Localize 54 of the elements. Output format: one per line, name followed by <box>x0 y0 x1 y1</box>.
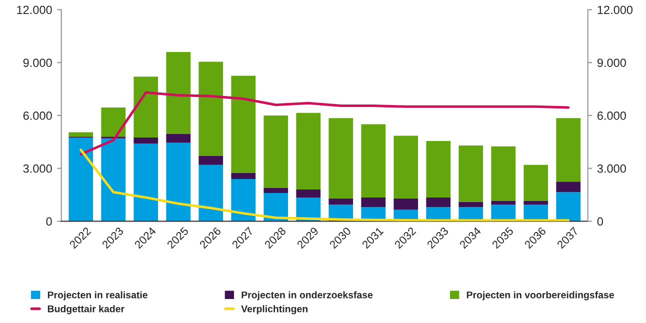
bar <box>491 200 516 205</box>
bar <box>101 138 126 222</box>
bar <box>68 138 94 222</box>
y-tick-label: 3.000 <box>23 164 52 173</box>
y-tick-label: 0 <box>46 217 52 226</box>
legend-label: Projecten in realisatie <box>48 291 148 300</box>
bar <box>556 118 581 182</box>
bar <box>231 172 256 179</box>
bar <box>134 138 158 144</box>
bar <box>134 144 158 222</box>
bar <box>491 146 516 201</box>
y2-tick-label: 9.000 <box>597 58 626 67</box>
bar <box>296 112 321 190</box>
line-series <box>80 148 570 222</box>
bar <box>394 198 418 210</box>
bar <box>458 202 484 208</box>
legend-label: Projecten in onderzoeksfase <box>242 291 373 300</box>
legend-label: Verplichtingen <box>241 305 308 314</box>
bar <box>296 190 321 198</box>
bar <box>198 156 224 165</box>
bar <box>101 108 126 137</box>
bar <box>361 124 386 198</box>
bar <box>524 164 548 201</box>
bar <box>198 62 224 156</box>
bar <box>264 188 288 194</box>
bar <box>556 192 581 222</box>
y2-tick-label: 0 <box>597 217 603 226</box>
legend-label: Budgettair kader <box>48 305 124 314</box>
bar <box>426 197 451 208</box>
bar <box>458 145 484 202</box>
y-tick-label: 9.000 <box>23 58 52 67</box>
bar <box>264 115 288 188</box>
bar <box>166 52 191 134</box>
bar <box>394 136 418 198</box>
bar <box>166 142 191 222</box>
bar <box>231 178 256 222</box>
bar <box>198 164 224 222</box>
bar <box>556 182 581 192</box>
bar <box>328 118 354 198</box>
y2-tick-label: 6.000 <box>597 112 626 120</box>
y-tick-label: 6.000 <box>23 112 52 120</box>
legend-label: Projecten in voorbereidingsfase <box>466 291 614 300</box>
line-series <box>80 91 570 156</box>
bar <box>524 200 548 205</box>
bar <box>134 76 158 138</box>
bar <box>166 134 191 143</box>
bar <box>231 76 256 173</box>
y2-tick-label: 12.000 <box>598 6 633 14</box>
bar <box>68 132 94 137</box>
bar <box>361 197 386 208</box>
y-tick-label: 12.000 <box>17 6 52 14</box>
bar <box>328 198 354 205</box>
bar <box>426 141 451 198</box>
y2-tick-label: 3.000 <box>597 164 626 173</box>
